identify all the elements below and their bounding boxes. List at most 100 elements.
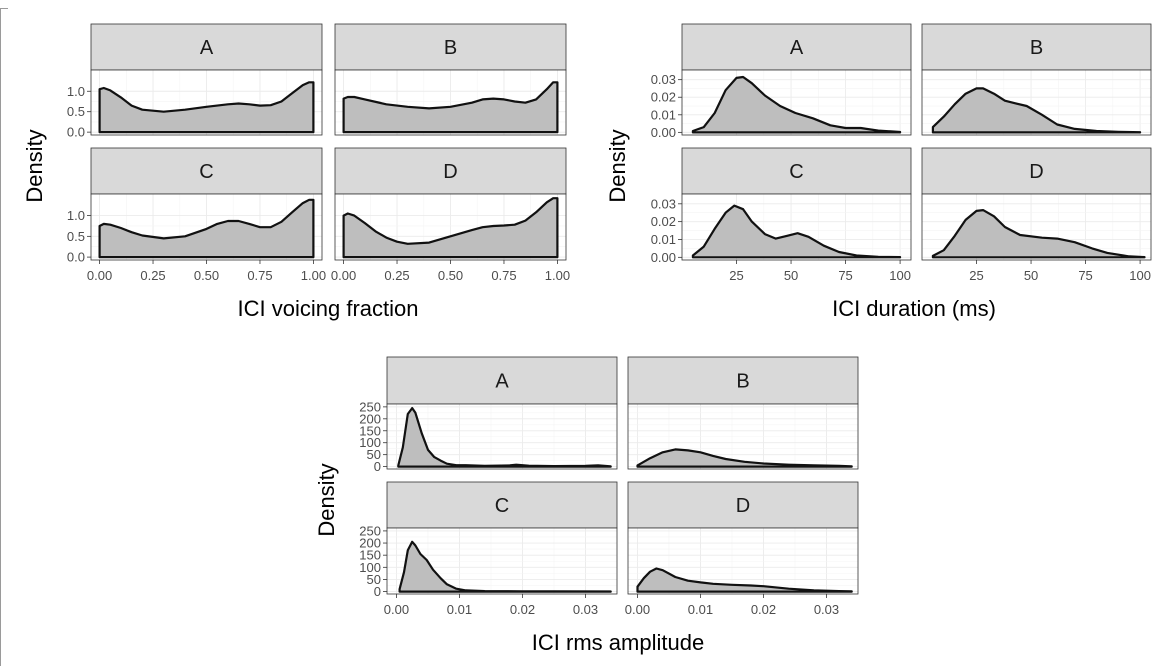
y-tick-label: 0.5 [67, 229, 85, 244]
x-tick-label: 0.75 [247, 268, 272, 283]
y-tick-label: 1.0 [67, 208, 85, 223]
xlabel-duration: ICI duration (ms) [832, 296, 996, 321]
x-tick-label: 0.02 [510, 602, 535, 617]
y-tick-label: 0.02 [651, 214, 676, 229]
y-tick-label: 0.0 [67, 250, 85, 265]
facet-strip [386, 356, 618, 405]
y-tick-label: 0.00 [651, 250, 676, 265]
x-tick-label: 0.75 [491, 268, 516, 283]
x-tick-label: 0.01 [688, 602, 713, 617]
facet-strip-label: D [736, 495, 750, 517]
density-area [397, 407, 612, 468]
x-tick-label: 0.25 [384, 268, 409, 283]
panel-border [90, 69, 323, 136]
x-tick-label: 0.00 [331, 268, 356, 283]
density-area [931, 209, 1146, 259]
panel-border [334, 69, 567, 136]
x-tick-label: 100 [1129, 268, 1151, 283]
facet-strip [90, 23, 323, 71]
facet-panel-c: C 0.0 0.5 1.0 0.00 0.25 0.50 0.75 1.00 [67, 147, 326, 283]
x-tick-label: 1.00 [301, 268, 326, 283]
x-tick-label: 0.50 [438, 268, 463, 283]
panel-border [921, 69, 1152, 136]
facet-strip-label: A [790, 37, 804, 59]
density-area [636, 567, 853, 593]
y-tick-label: 0.03 [651, 196, 676, 211]
xlabel-amplitude: ICI rms amplitude [532, 630, 704, 655]
facet-strip [627, 356, 859, 405]
x-tick-label: 0.01 [447, 602, 472, 617]
y-tick-label: 0.03 [651, 72, 676, 87]
y-tick-label: 0.5 [67, 104, 85, 119]
y-tick-label: 50 [367, 572, 381, 587]
panel-border [681, 69, 912, 136]
frame-border [0, 8, 8, 666]
density-area [636, 448, 853, 468]
x-tick-label: 0.00 [384, 602, 409, 617]
y-tick-label: 50 [367, 447, 381, 462]
density-area [98, 198, 315, 259]
x-tick-label: 25 [729, 268, 743, 283]
panel-border [921, 193, 1152, 261]
density-area [691, 204, 902, 259]
facet-panel-d: D 0.00 0.01 0.02 0.03 [625, 481, 859, 617]
facet-strip [334, 147, 567, 195]
density-area [931, 87, 1142, 134]
facet-panel-a: A 0.0 0.5 1.0 [67, 23, 323, 140]
y-tick-label: 0.01 [651, 232, 676, 247]
facet-panel-b: B [921, 23, 1152, 136]
x-tick-label: 75 [838, 268, 852, 283]
facet-panel-d: D 0.00 0.25 0.50 0.75 1.00 [331, 147, 570, 283]
facet-strip [681, 23, 912, 71]
facet-strip [386, 481, 618, 529]
x-tick-label: 0.03 [573, 602, 598, 617]
x-tick-label: 50 [1024, 268, 1038, 283]
density-area [691, 75, 902, 134]
x-tick-label: 0.03 [814, 602, 839, 617]
panel-border [386, 403, 618, 470]
facet-strip-label: B [444, 37, 457, 59]
y-tick-label: 250 [359, 399, 381, 414]
facet-strip-label: B [736, 371, 749, 393]
panel-border [627, 527, 859, 595]
facet-strip-label: B [1030, 37, 1043, 59]
facet-strip-label: A [200, 37, 214, 59]
y-tick-label: 0.0 [67, 125, 85, 140]
ylabel-duration: Density [605, 129, 630, 202]
y-tick-label: 0.01 [651, 107, 676, 122]
density-area [98, 81, 315, 134]
x-tick-label: 0.00 [625, 602, 650, 617]
density-area [342, 81, 559, 134]
y-tick-label: 150 [359, 548, 381, 563]
y-tick-label: 200 [359, 411, 381, 426]
panel-border [681, 193, 912, 261]
x-tick-label: 0.02 [751, 602, 776, 617]
density-area [342, 197, 559, 259]
y-tick-label: 0.02 [651, 90, 676, 105]
facet-strip [90, 147, 323, 195]
y-tick-label: 0 [374, 584, 381, 599]
facet-panel-a: A 0.00 0.01 0.02 0.03 [651, 23, 912, 140]
facet-panel-b: B [627, 356, 859, 470]
x-tick-label: 75 [1078, 268, 1092, 283]
facet-strip-label: D [1029, 161, 1043, 183]
facet-strip-label: A [495, 371, 509, 393]
facet-strip-label: D [443, 161, 457, 183]
facet-panel-d: D 25 50 75 100 [921, 147, 1152, 283]
y-tick-label: 0 [374, 459, 381, 474]
facet-strip-label: C [199, 161, 213, 183]
x-tick-label: 0.25 [140, 268, 165, 283]
y-tick-label: 200 [359, 536, 381, 551]
panel-border [627, 403, 859, 470]
facet-panel-c: C 0.00 0.01 0.02 0.03 25 50 75 100 [651, 147, 912, 283]
x-tick-label: 50 [784, 268, 798, 283]
ylabel-amplitude: Density [314, 463, 339, 536]
y-tick-label: 250 [359, 523, 381, 538]
facet-strip-label: C [789, 161, 803, 183]
xlabel-voicing: ICI voicing fraction [238, 296, 419, 321]
facet-strip-label: C [495, 495, 509, 517]
